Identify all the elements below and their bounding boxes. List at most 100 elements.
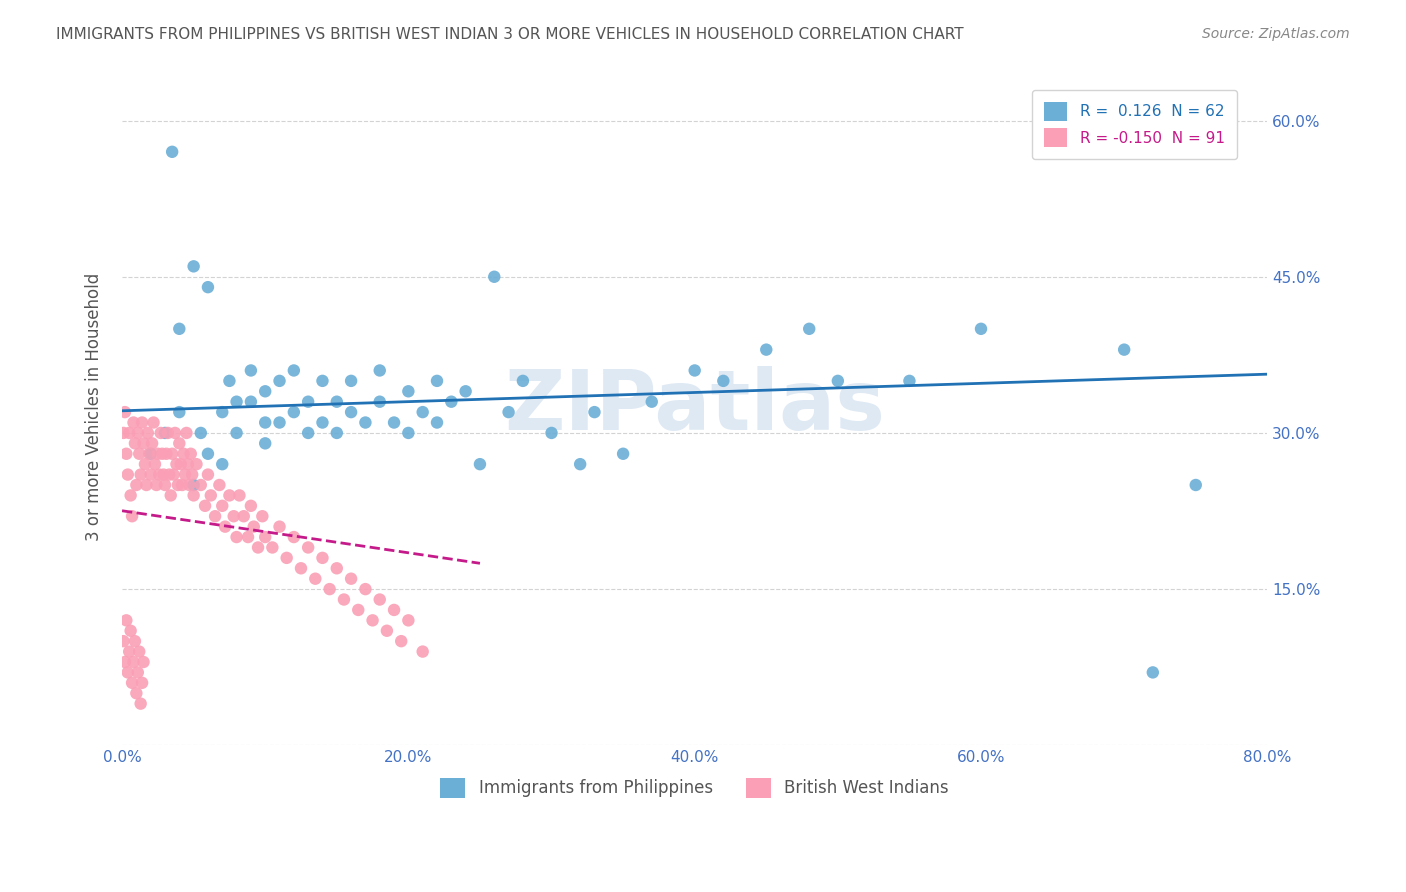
Point xyxy=(114,405,136,419)
Text: ZIPatlas: ZIPatlas xyxy=(505,367,886,448)
Text: Source: ZipAtlas.com: Source: ZipAtlas.com xyxy=(1202,27,1350,41)
Point xyxy=(1184,478,1206,492)
Point xyxy=(269,519,291,533)
Point xyxy=(368,592,391,607)
Point xyxy=(122,655,145,669)
Point xyxy=(375,624,398,638)
Point xyxy=(1142,665,1164,680)
Point xyxy=(170,457,193,471)
Point xyxy=(124,436,146,450)
Point xyxy=(276,550,298,565)
Point xyxy=(970,322,993,336)
Point xyxy=(197,280,219,294)
Point xyxy=(228,488,250,502)
Point xyxy=(129,697,152,711)
Point xyxy=(112,634,135,648)
Point xyxy=(396,384,419,399)
Point xyxy=(127,665,149,680)
Point xyxy=(183,478,205,492)
Point xyxy=(139,447,162,461)
Point xyxy=(125,478,148,492)
Point xyxy=(211,499,233,513)
Point xyxy=(153,425,176,440)
Point xyxy=(326,394,349,409)
Point xyxy=(222,509,245,524)
Point xyxy=(242,519,264,533)
Point xyxy=(120,488,142,502)
Point xyxy=(311,550,333,565)
Point xyxy=(131,675,153,690)
Point xyxy=(354,582,377,596)
Point xyxy=(283,405,305,419)
Point xyxy=(127,425,149,440)
Point xyxy=(498,405,520,419)
Point xyxy=(347,603,370,617)
Point xyxy=(225,530,247,544)
Point xyxy=(340,405,363,419)
Point xyxy=(117,665,139,680)
Point xyxy=(167,478,190,492)
Point xyxy=(157,467,180,482)
Point xyxy=(254,384,277,399)
Point xyxy=(183,488,205,502)
Point xyxy=(120,624,142,638)
Point xyxy=(138,447,160,461)
Point xyxy=(239,363,262,377)
Point xyxy=(117,467,139,482)
Point xyxy=(368,394,391,409)
Point xyxy=(540,425,562,440)
Point xyxy=(454,384,477,399)
Point xyxy=(318,582,340,596)
Point xyxy=(197,467,219,482)
Point xyxy=(354,416,377,430)
Point xyxy=(239,499,262,513)
Point xyxy=(426,374,449,388)
Point xyxy=(183,260,205,274)
Point xyxy=(132,655,155,669)
Point xyxy=(190,478,212,492)
Point xyxy=(326,561,349,575)
Point xyxy=(333,592,356,607)
Point xyxy=(297,541,319,555)
Point xyxy=(145,478,167,492)
Point xyxy=(150,447,173,461)
Point xyxy=(125,686,148,700)
Point xyxy=(148,467,170,482)
Point xyxy=(115,613,138,627)
Point xyxy=(412,405,434,419)
Point xyxy=(204,509,226,524)
Point xyxy=(396,613,419,627)
Y-axis label: 3 or more Vehicles in Household: 3 or more Vehicles in Household xyxy=(86,273,103,541)
Point xyxy=(368,363,391,377)
Point xyxy=(247,541,270,555)
Point xyxy=(122,416,145,430)
Point xyxy=(197,447,219,461)
Point xyxy=(1114,343,1136,357)
Point xyxy=(153,478,176,492)
Point xyxy=(186,457,208,471)
Text: IMMIGRANTS FROM PHILIPPINES VS BRITISH WEST INDIAN 3 OR MORE VEHICLES IN HOUSEHO: IMMIGRANTS FROM PHILIPPINES VS BRITISH W… xyxy=(56,27,965,42)
Point xyxy=(269,416,291,430)
Legend: Immigrants from Philippines, British West Indians: Immigrants from Philippines, British Wes… xyxy=(433,771,956,805)
Point xyxy=(440,394,463,409)
Point xyxy=(426,416,449,430)
Point xyxy=(211,457,233,471)
Point xyxy=(142,416,165,430)
Point xyxy=(136,425,159,440)
Point xyxy=(239,394,262,409)
Point xyxy=(162,467,184,482)
Point xyxy=(163,425,186,440)
Point xyxy=(118,644,141,658)
Point xyxy=(484,269,506,284)
Point xyxy=(149,425,172,440)
Point xyxy=(177,457,200,471)
Point xyxy=(569,457,592,471)
Point xyxy=(208,478,231,492)
Point xyxy=(143,457,166,471)
Point xyxy=(232,509,254,524)
Point xyxy=(128,644,150,658)
Point xyxy=(297,394,319,409)
Point xyxy=(304,572,326,586)
Point xyxy=(139,467,162,482)
Point xyxy=(180,447,202,461)
